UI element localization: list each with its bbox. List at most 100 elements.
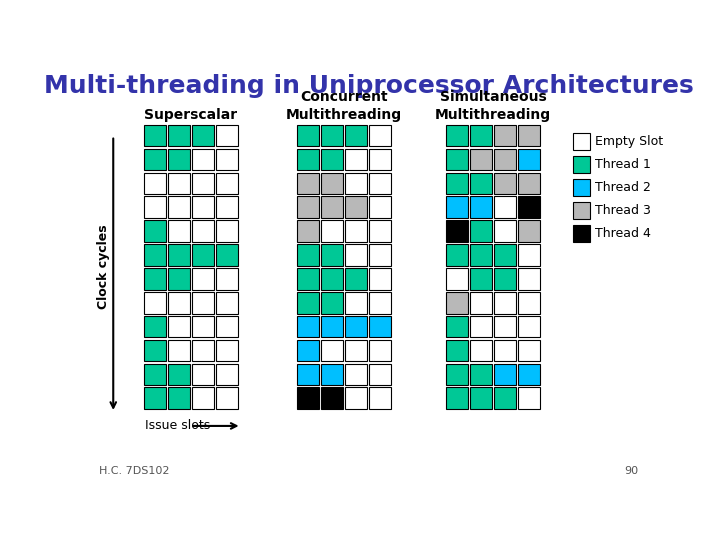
Text: 90: 90 — [624, 466, 639, 476]
Bar — [297, 268, 319, 289]
Bar — [369, 363, 391, 385]
Bar — [446, 363, 468, 385]
Bar — [369, 316, 391, 338]
Bar — [518, 363, 540, 385]
Bar — [216, 316, 238, 338]
Bar — [297, 197, 319, 218]
Bar — [446, 244, 468, 266]
Bar — [518, 173, 540, 194]
Bar — [144, 220, 166, 242]
Bar — [573, 225, 590, 242]
Bar — [518, 387, 540, 409]
Bar — [192, 173, 214, 194]
Bar — [321, 268, 343, 289]
Bar — [573, 202, 590, 219]
Bar — [168, 197, 189, 218]
Bar — [446, 387, 468, 409]
Bar — [518, 340, 540, 361]
Bar — [168, 173, 189, 194]
Bar — [470, 387, 492, 409]
Bar — [573, 179, 590, 195]
Bar — [168, 125, 189, 146]
Bar — [216, 387, 238, 409]
Bar — [494, 125, 516, 146]
Bar — [494, 173, 516, 194]
Bar — [346, 220, 367, 242]
Bar — [192, 268, 214, 289]
Bar — [321, 244, 343, 266]
Text: Multi-threading in Uniprocessor Architectures: Multi-threading in Uniprocessor Architec… — [44, 74, 694, 98]
Text: Simultaneous
Multithreading: Simultaneous Multithreading — [435, 91, 551, 122]
Bar — [470, 125, 492, 146]
Bar — [518, 220, 540, 242]
Bar — [144, 197, 166, 218]
Bar — [321, 125, 343, 146]
Bar — [369, 244, 391, 266]
Bar — [573, 132, 590, 150]
Bar — [470, 148, 492, 170]
Bar — [321, 197, 343, 218]
Bar — [297, 316, 319, 338]
Bar — [144, 148, 166, 170]
Bar — [346, 197, 367, 218]
Text: Thread 3: Thread 3 — [595, 204, 650, 217]
Text: Clock cycles: Clock cycles — [97, 225, 110, 309]
Bar — [321, 387, 343, 409]
Bar — [216, 125, 238, 146]
Bar — [144, 316, 166, 338]
Bar — [494, 244, 516, 266]
Bar — [168, 316, 189, 338]
Bar — [216, 292, 238, 314]
Bar — [216, 148, 238, 170]
Bar — [470, 363, 492, 385]
Bar — [297, 244, 319, 266]
Bar — [297, 363, 319, 385]
Bar — [446, 340, 468, 361]
Bar — [369, 173, 391, 194]
Bar — [297, 148, 319, 170]
Bar — [321, 340, 343, 361]
Bar — [494, 340, 516, 361]
Bar — [192, 363, 214, 385]
Bar — [168, 220, 189, 242]
Bar — [518, 292, 540, 314]
Bar — [192, 220, 214, 242]
Bar — [494, 148, 516, 170]
Bar — [446, 292, 468, 314]
Bar — [144, 244, 166, 266]
Bar — [168, 363, 189, 385]
Bar — [192, 125, 214, 146]
Bar — [446, 173, 468, 194]
Bar — [470, 292, 492, 314]
Bar — [321, 363, 343, 385]
Bar — [216, 340, 238, 361]
Bar — [470, 197, 492, 218]
Bar — [346, 148, 367, 170]
Bar — [369, 387, 391, 409]
Bar — [346, 340, 367, 361]
Bar — [168, 340, 189, 361]
Bar — [346, 268, 367, 289]
Bar — [346, 125, 367, 146]
Bar — [216, 268, 238, 289]
Bar — [470, 340, 492, 361]
Bar — [144, 292, 166, 314]
Bar — [494, 220, 516, 242]
Bar — [216, 173, 238, 194]
Bar — [494, 316, 516, 338]
Bar — [144, 268, 166, 289]
Bar — [446, 197, 468, 218]
Bar — [321, 316, 343, 338]
Bar — [518, 316, 540, 338]
Bar — [297, 340, 319, 361]
Bar — [297, 387, 319, 409]
Bar — [168, 292, 189, 314]
Bar — [192, 340, 214, 361]
Bar — [144, 173, 166, 194]
Bar — [470, 173, 492, 194]
Bar — [573, 156, 590, 173]
Bar — [369, 197, 391, 218]
Bar — [470, 244, 492, 266]
Bar — [346, 173, 367, 194]
Bar — [470, 268, 492, 289]
